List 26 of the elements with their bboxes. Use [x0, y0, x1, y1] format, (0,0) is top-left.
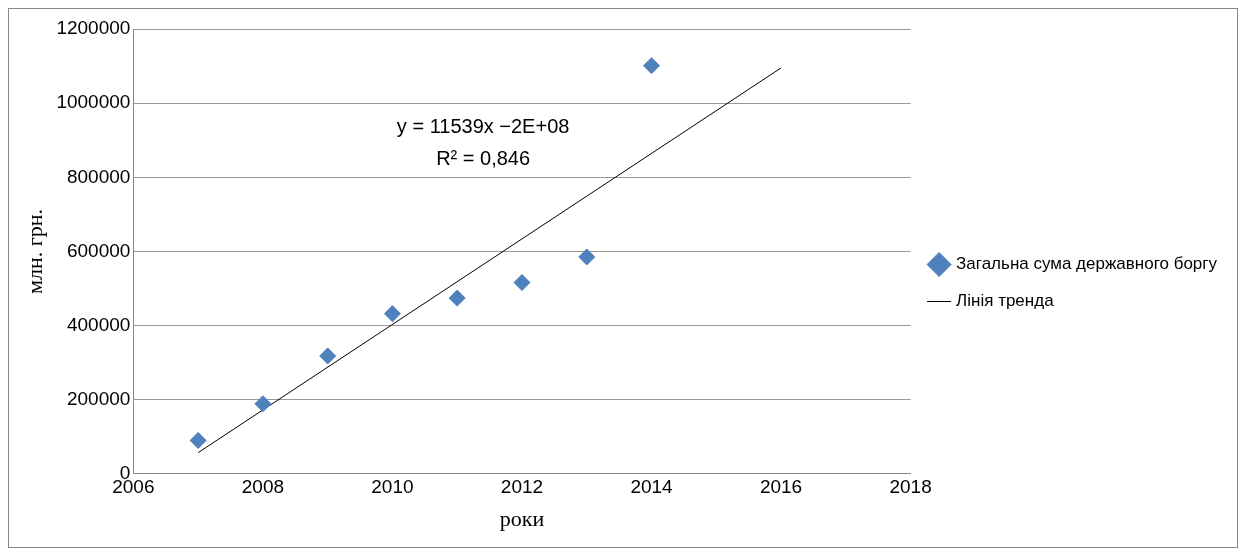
x-tick-label: 2012 [500, 476, 544, 498]
point [578, 248, 596, 266]
annotation: y = 11539x −2E+08 [396, 114, 570, 137]
y-tick-label: 600000 [66, 239, 131, 261]
y-tick-label: 400000 [66, 313, 131, 335]
point [383, 305, 401, 323]
y-tick-label: 800000 [66, 165, 131, 187]
point [254, 395, 272, 413]
x-tick-label: 2014 [630, 476, 674, 498]
point [448, 289, 466, 307]
y-tick-label: 1000000 [56, 91, 131, 113]
point [189, 431, 207, 449]
point [513, 274, 531, 292]
x-tick-label: 2010 [371, 476, 414, 498]
x-tick-label: 2008 [241, 476, 285, 498]
y-tick-label: 1200000 [56, 17, 131, 39]
x-axis-title: роки [499, 505, 545, 531]
x-tick-label: 2018 [889, 476, 932, 498]
x-tick-label: 2016 [759, 476, 803, 498]
y-tick-label: 200000 [66, 387, 131, 409]
point [643, 57, 661, 75]
legend-label: Загальна сума державного боргу [956, 254, 1218, 274]
point [319, 347, 337, 365]
y-axis-title: млн. грн. [21, 208, 47, 294]
annotation: R² = 0,846 [436, 146, 531, 169]
legend-label: Лінія тренда [956, 291, 1055, 311]
